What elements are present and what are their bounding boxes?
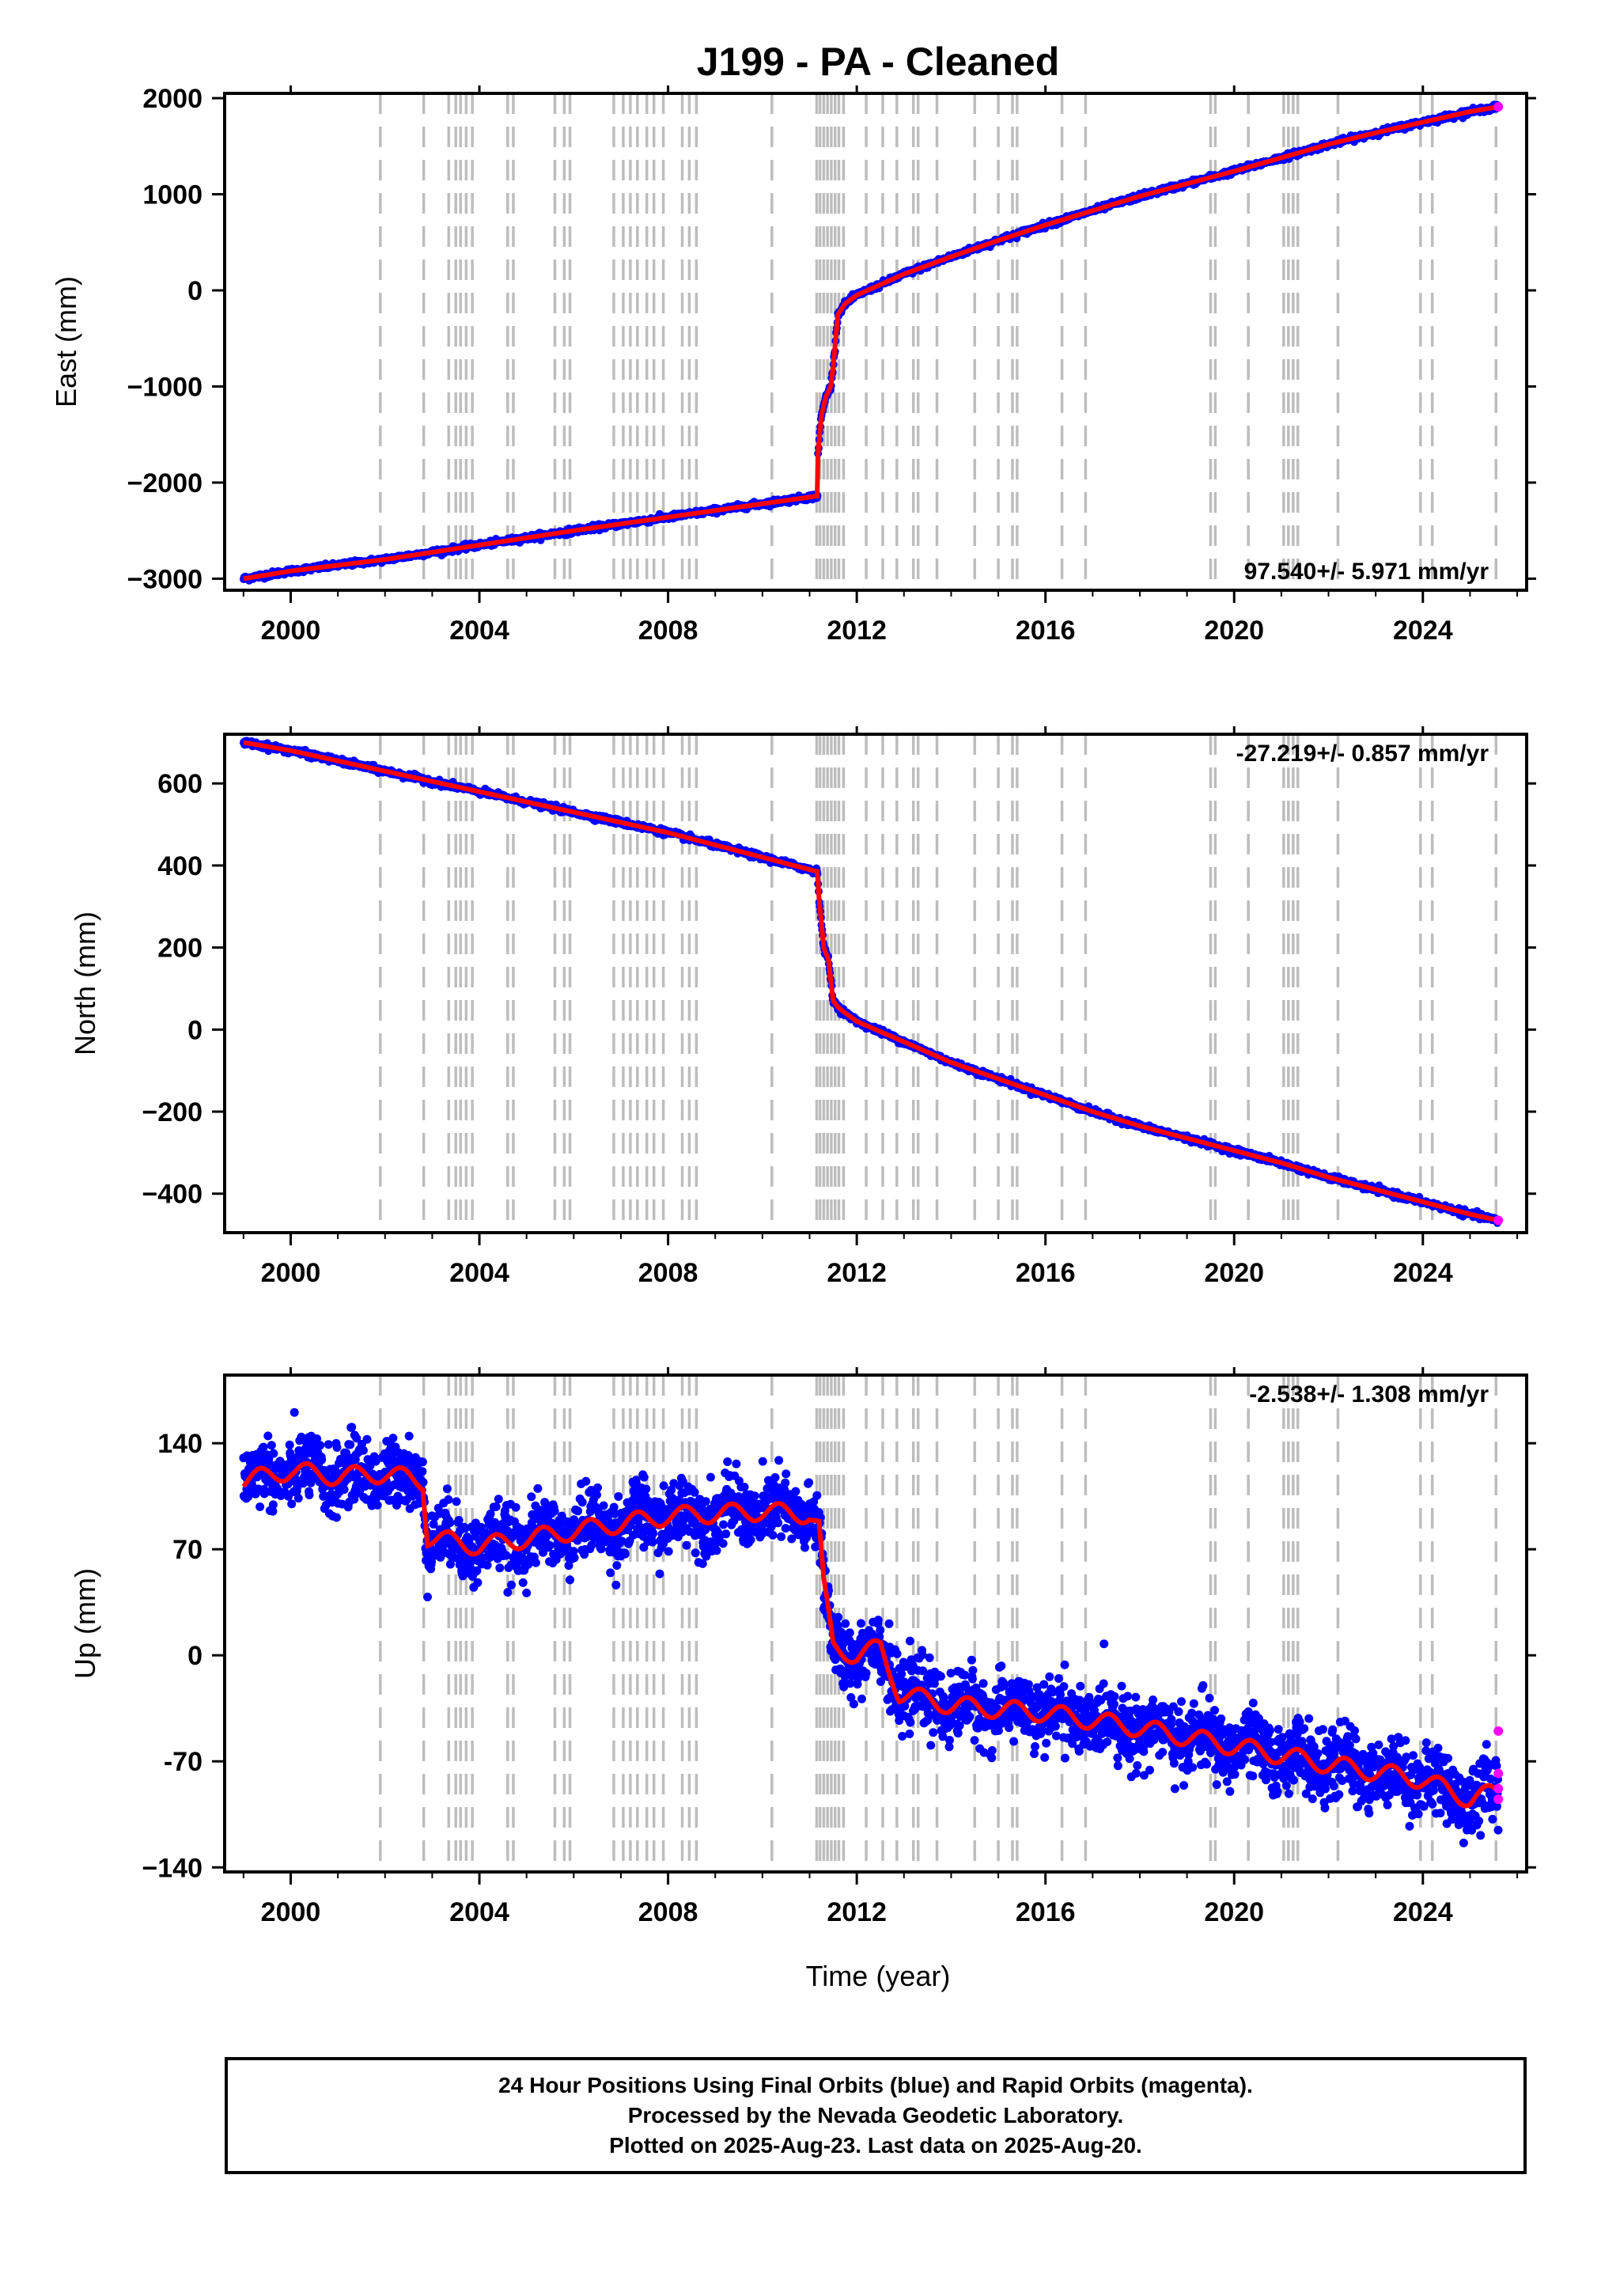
final-orbit-point: [293, 1494, 303, 1503]
x-tick-label: 2024: [1393, 1258, 1453, 1288]
final-orbit-point: [332, 1443, 342, 1452]
final-orbit-point: [332, 1513, 341, 1522]
panel-east: 2000 2004 2008 2012 2016 2020 2024 −3000 −2000 −1…: [50, 84, 1536, 646]
y-tick-label: −2000: [127, 468, 203, 498]
panel-up: 2000 2004 2008 2012 2016 2020 2024−140-7007014…: [69, 1367, 1536, 1927]
x-tick-label: 2020: [1204, 1258, 1264, 1288]
x-tick-label: 2016: [1016, 1258, 1076, 1288]
y-tick-label: 2000: [142, 84, 202, 114]
data-points: [239, 737, 1504, 1227]
y-tick-label: 600: [157, 769, 202, 799]
panel-north: 2000 2004 2008 2012 2016 2020 2024 −400 −200 0 200…: [69, 726, 1536, 1288]
final-orbit-point: [268, 1500, 278, 1510]
data-points: [239, 100, 1504, 585]
x-tick-label: 2008: [638, 616, 698, 646]
plot-frame: [223, 733, 1528, 1234]
y-tick-label: 400: [157, 851, 202, 881]
y-tick-label: −400: [142, 1180, 202, 1210]
x-tick-label: 2020: [1204, 616, 1264, 646]
rapid-orbit-point: [1493, 102, 1504, 112]
plot-frame: [223, 92, 1528, 592]
final-orbit-point: [317, 1455, 327, 1464]
final-orbit-point: [324, 1440, 333, 1449]
final-orbit-point: [263, 1431, 273, 1441]
data-points: [239, 1408, 1504, 1847]
y-axis-label: North (mm): [69, 911, 101, 1055]
velocity-label: -27.219+/- 0.857 mm/yr: [1236, 741, 1489, 767]
rapid-orbit-point: [1493, 1215, 1504, 1226]
final-orbit-point: [362, 1434, 372, 1444]
final-orbit-point: [290, 1408, 299, 1417]
smoothed-series-line: [243, 740, 1499, 1223]
x-axis: 2000 2004 2008 2012 2016 2020 2024: [242, 85, 1519, 646]
x-tick-label: 2012: [827, 616, 887, 646]
final-orbit-point: [255, 1502, 265, 1511]
x-tick-label: 2024: [1393, 616, 1453, 646]
final-orbit-point: [316, 1441, 325, 1450]
step-lines: [379, 93, 1497, 590]
final-orbit-point: [373, 1500, 382, 1510]
x-axis: 2000 2004 2008 2012 2016 2020 2024: [242, 726, 1519, 1288]
final-orbit-point: [267, 1441, 276, 1450]
y-tick-label: −3000: [127, 564, 203, 594]
y-tick-label: 1000: [142, 180, 202, 210]
y-tick-label: 0: [187, 276, 202, 306]
y-tick-label: −200: [142, 1097, 202, 1127]
y-tick-label: 200: [157, 934, 202, 964]
figure-title: J199 - PA - Cleaned: [697, 40, 1060, 84]
smoothed-series-line: [243, 104, 1499, 582]
final-orbit-point: [259, 1442, 268, 1452]
x-tick-label: 2004: [449, 1258, 509, 1288]
velocity-label: 97.540+/- 5.971 mm/yr: [1244, 559, 1489, 585]
step-lines: [379, 734, 1497, 1233]
y-tick-label: 0: [187, 1015, 202, 1045]
final-orbit-point: [339, 1485, 349, 1495]
x-tick-label: 2012: [827, 1258, 887, 1288]
final-orbit-point: [269, 1449, 278, 1458]
x-tick-label: 2016: [1016, 616, 1076, 646]
final-orbit-point: [346, 1440, 355, 1449]
x-tick-label: 2008: [638, 1258, 698, 1288]
final-orbit-point: [285, 1440, 294, 1449]
final-orbit-point: [305, 1491, 314, 1499]
y-axis: −3000 −2000 −1000 0 1000 2000: [127, 84, 1536, 594]
panels: 2000 2004 2008 2012 2016 2020 2024−3000−2000−1…: [50, 84, 1536, 1927]
final-orbit-point: [347, 1423, 357, 1432]
final-orbit-point: [287, 1499, 297, 1509]
y-tick-label: −1000: [127, 372, 203, 402]
final-orbit-point: [358, 1445, 368, 1455]
x-tick-label: 2000: [261, 1258, 321, 1288]
y-axis-label: East (mm): [50, 276, 82, 407]
x-tick-label: 2000: [261, 616, 321, 646]
x-tick-label: 2004: [449, 616, 509, 646]
